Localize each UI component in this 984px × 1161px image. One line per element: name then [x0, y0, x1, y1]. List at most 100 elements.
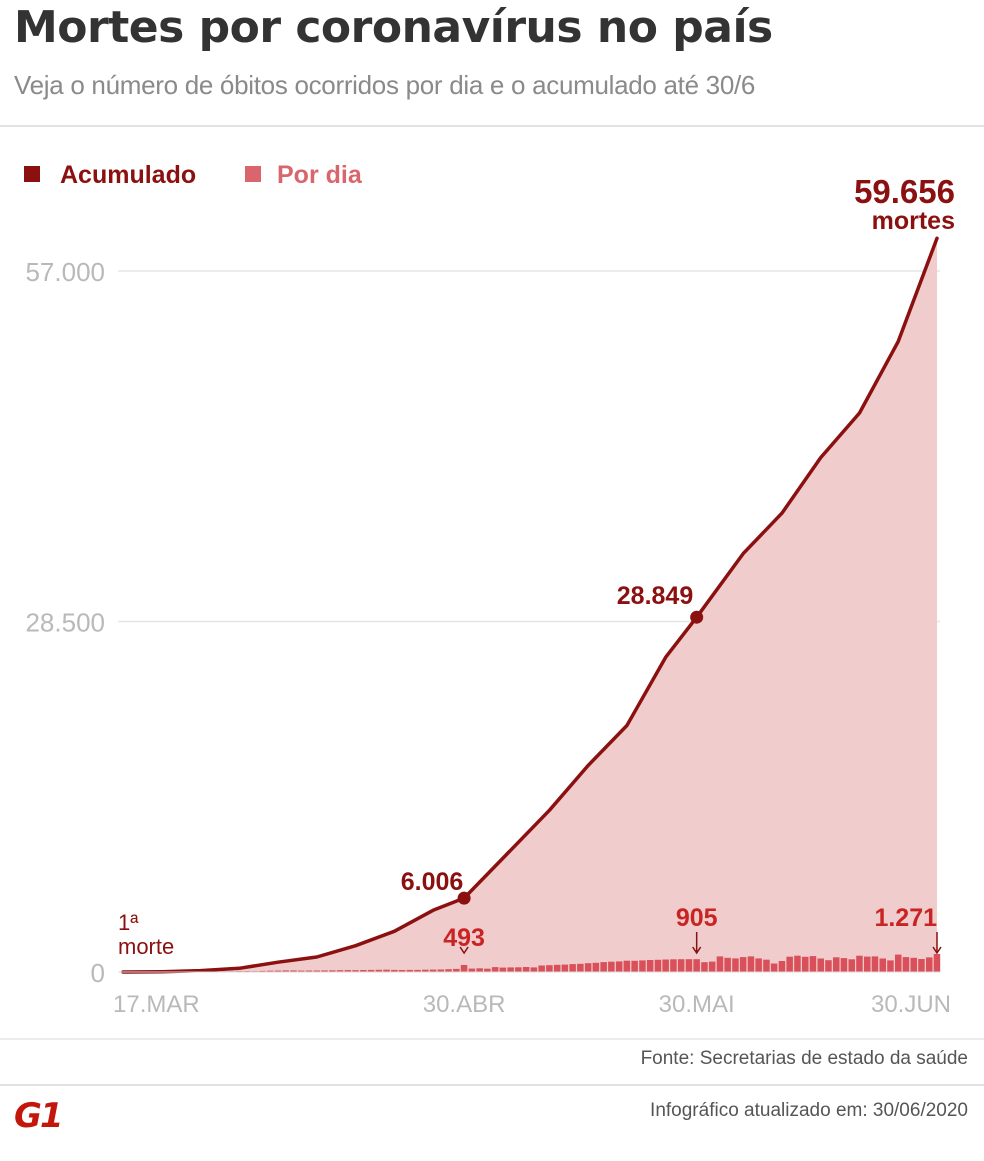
daily-bar	[383, 969, 390, 972]
daily-bar	[794, 955, 801, 972]
daily-bar	[608, 961, 615, 972]
daily-bar	[499, 967, 507, 972]
daily-bar	[491, 967, 499, 972]
daily-bar	[825, 960, 832, 972]
y-tick-label: 28.500	[25, 608, 105, 638]
daily-bar	[879, 958, 886, 972]
daily-bar	[662, 959, 669, 972]
daily-bar	[716, 956, 724, 972]
daily-bar	[429, 969, 437, 972]
daily-bar	[507, 967, 514, 972]
daily-value-arrowhead	[692, 946, 702, 955]
daily-bar	[546, 965, 553, 972]
daily-bar	[290, 970, 297, 972]
daily-bar	[445, 969, 452, 972]
chart-subtitle: Veja o número de óbitos ocorridos por di…	[14, 70, 756, 100]
chart-title: Mortes por coronavírus no país	[14, 2, 773, 53]
daily-bar	[522, 967, 530, 972]
daily-bar	[360, 970, 367, 972]
daily-value-arrowhead	[459, 946, 469, 955]
daily-bar	[422, 969, 429, 972]
cumulative-line	[121, 236, 939, 974]
daily-bar	[352, 970, 359, 972]
daily-bar	[553, 964, 561, 972]
first-death-label-line2: morte	[118, 934, 174, 959]
daily-bar	[732, 958, 739, 972]
daily-bar	[274, 970, 282, 972]
daily-bar	[786, 956, 793, 972]
daily-value-arrowhead	[932, 946, 942, 955]
daily-bar	[305, 970, 313, 972]
daily-bar	[670, 959, 677, 972]
daily-bar	[840, 958, 848, 972]
daily-bar	[623, 960, 631, 972]
daily-bar	[778, 961, 786, 972]
legend-label-acumulado: Acumulado	[60, 161, 196, 189]
cumulative-value-label: 28.849	[617, 582, 693, 610]
daily-bar	[918, 959, 925, 972]
daily-bar	[321, 970, 328, 972]
daily-bar	[639, 960, 646, 972]
daily-bar	[267, 970, 274, 972]
daily-bar	[437, 969, 445, 972]
daily-bar	[561, 964, 569, 972]
daily-bar	[701, 962, 708, 972]
daily-bar	[864, 956, 871, 972]
daily-bar	[833, 957, 840, 972]
daily-bar	[538, 965, 545, 972]
daily-bar	[631, 960, 638, 972]
daily-bar	[724, 957, 731, 972]
legend-label-por-dia: Por dia	[277, 161, 363, 189]
daily-bar	[817, 958, 824, 972]
cumulative-point-marker	[690, 610, 704, 624]
daily-bar	[468, 968, 476, 972]
daily-bar	[747, 956, 755, 972]
daily-bar	[770, 963, 778, 972]
daily-value-label: 905	[676, 904, 718, 932]
first-death-label: 1ª	[118, 910, 139, 935]
daily-bar	[344, 970, 352, 972]
updated-note: Infográfico atualizado em: 30/06/2020	[650, 1100, 968, 1121]
daily-bar	[763, 959, 770, 972]
daily-bar	[685, 959, 693, 972]
daily-value-label: 493	[443, 924, 485, 952]
x-tick-label: 30.JUN	[871, 991, 951, 1018]
g1-logo-text: G1	[14, 1096, 64, 1136]
daily-bar	[367, 969, 375, 972]
daily-bar	[460, 965, 468, 972]
daily-bar	[476, 968, 483, 972]
daily-bar	[398, 970, 406, 972]
footer-divider	[0, 1084, 984, 1086]
daily-bar	[933, 954, 941, 972]
daily-bar	[336, 970, 344, 972]
x-tick-label: 30.ABR	[423, 991, 506, 1018]
daily-bar	[584, 963, 592, 972]
daily-bar	[809, 956, 817, 972]
y-tick-label: 0	[91, 958, 105, 988]
x-tick-label: 17.MAR	[113, 991, 200, 1018]
daily-bar	[677, 959, 685, 972]
daily-bar	[902, 957, 910, 972]
y-tick-label: 57.000	[25, 257, 105, 287]
daily-bar	[895, 954, 902, 972]
daily-bar	[298, 970, 305, 972]
g1-logo: G1	[14, 1096, 64, 1136]
daily-bar	[577, 963, 584, 972]
daily-bar	[414, 969, 421, 972]
daily-bar	[654, 959, 662, 972]
daily-value-label: 1.271	[874, 904, 937, 932]
daily-bar	[871, 956, 879, 972]
x-tick-label: 30.MAI	[659, 991, 735, 1018]
daily-bar	[484, 968, 491, 972]
daily-bar	[406, 969, 414, 972]
daily-bar	[329, 970, 336, 972]
total-deaths-label: 59.656	[854, 173, 955, 210]
legend-swatch-por-dia	[245, 166, 261, 182]
daily-bar	[910, 957, 917, 972]
daily-bar	[282, 970, 289, 972]
daily-bar	[391, 969, 398, 972]
daily-bar	[615, 961, 623, 972]
daily-bar	[856, 955, 863, 972]
daily-bar	[848, 959, 855, 972]
cumulative-area	[123, 238, 937, 973]
